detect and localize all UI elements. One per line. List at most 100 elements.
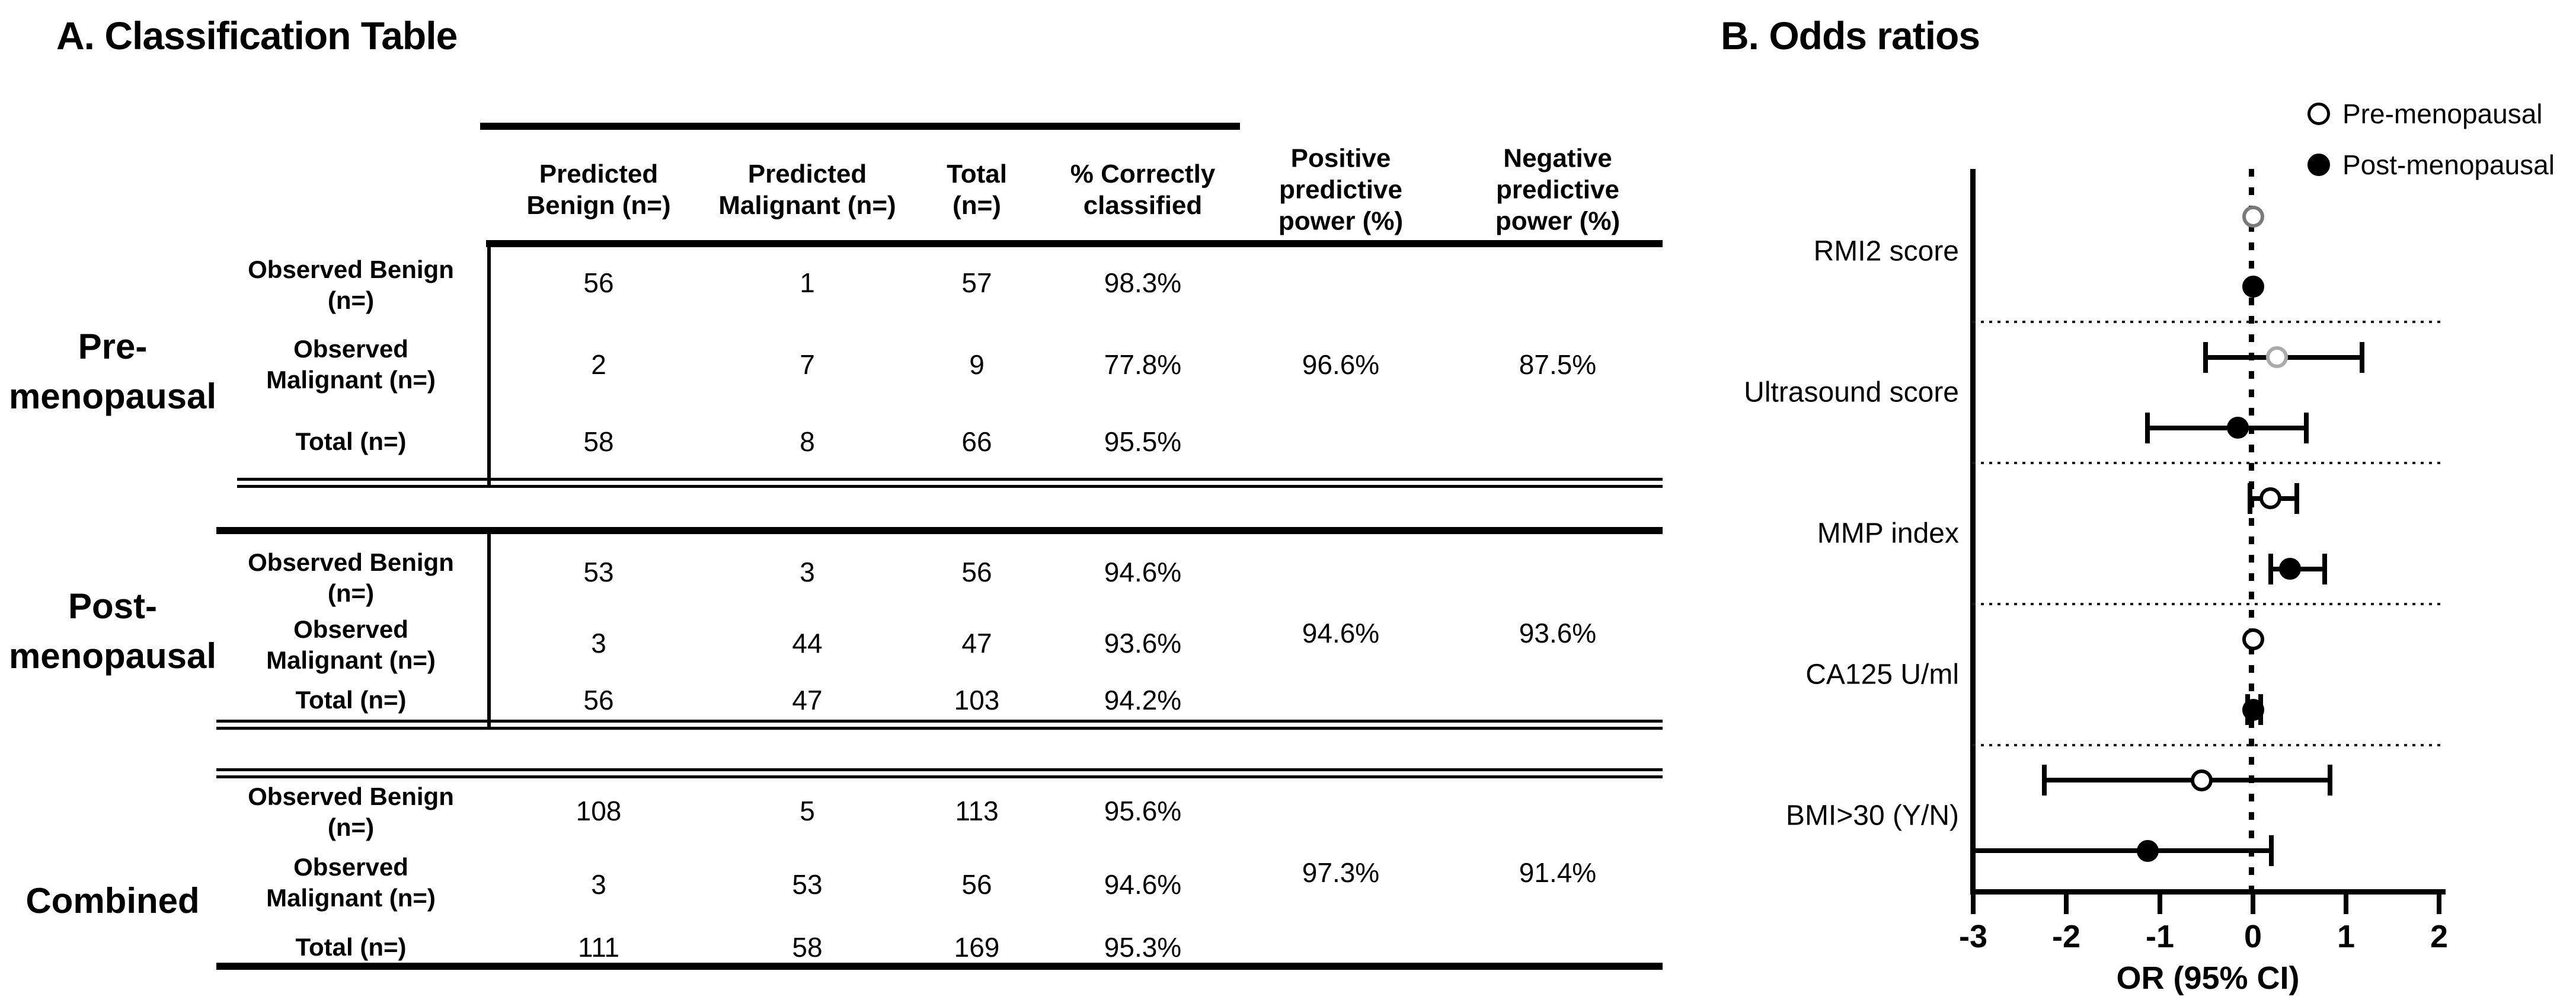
row-label-line: Malignant (n=) <box>266 884 436 912</box>
table-value: 53 <box>583 557 614 587</box>
table-rule-header-top <box>480 123 1240 130</box>
table-value: 47 <box>792 685 823 715</box>
table-value: 9 <box>969 349 985 380</box>
x-axis-title: OR (95% CI) <box>2116 960 2300 996</box>
table-divider-post <box>487 531 491 727</box>
table-rule-combined-top-2 <box>216 775 1663 778</box>
table-value: 66 <box>961 426 992 457</box>
x-axis-line <box>1970 889 2446 895</box>
header-line: Negative <box>1503 143 1612 173</box>
header-line: power (%) <box>1278 206 1404 236</box>
table-value: 3 <box>591 869 606 900</box>
row-label-line: Total (n=) <box>295 427 407 455</box>
column-header-predicted-benign: Predicted Benign (n=) <box>526 158 670 221</box>
section-label-line: Post- <box>68 586 157 626</box>
column-header-negative-predictive-power: Negative predictive power (%) <box>1495 143 1620 237</box>
row-label-line: Malignant (n=) <box>266 646 436 674</box>
table-rule-pre-bottom-2 <box>237 485 1663 488</box>
forest-marker-post-3 <box>2279 558 2302 580</box>
row-label-line: Observed Benign <box>248 782 454 810</box>
x-tick <box>2437 892 2441 914</box>
row-label-line: Malignant (n=) <box>266 366 436 394</box>
forest-ci-cap-high-pre-2 <box>2359 341 2364 373</box>
forest-marker-pre-1 <box>2242 205 2264 228</box>
table-value: 111 <box>578 932 619 963</box>
section-label-post-menopausal: Post- menopausal <box>9 582 216 681</box>
forest-ci-cap-high-post-5 <box>2269 835 2274 867</box>
table-value: 58 <box>792 932 823 963</box>
table-value: 53 <box>792 869 823 900</box>
header-line: Predicted <box>539 159 659 189</box>
forest-row-label-ultrasound: Ultrasound score <box>1744 376 1959 408</box>
table-value: 95.6% <box>1104 796 1182 826</box>
group-separator <box>1973 603 2442 605</box>
header-line: power (%) <box>1495 206 1621 236</box>
x-tick <box>1971 892 1976 914</box>
npp-value: 93.6% <box>1519 618 1597 649</box>
table-value: 56 <box>961 557 992 587</box>
legend-open-circle-icon <box>2307 103 2330 125</box>
table-value: 56 <box>583 267 614 298</box>
table-value: 94.6% <box>1104 869 1182 900</box>
npp-value: 87.5% <box>1519 349 1597 380</box>
row-label-observed-malignant: Observed Malignant (n=) <box>266 614 436 676</box>
x-tick <box>2064 892 2069 914</box>
table-value: 77.8% <box>1104 349 1182 380</box>
column-header-predicted-malignant: Predicted Malignant (n=) <box>718 158 896 221</box>
column-header-total: Total (n=) <box>947 158 1007 221</box>
forest-ci-cap-high-post-3 <box>2322 553 2328 584</box>
section-label-line: menopausal <box>8 636 217 676</box>
forest-ci-line-post-2 <box>2147 425 2306 430</box>
table-value: 113 <box>955 796 999 826</box>
legend-label-pre: Pre-menopausal <box>2342 98 2543 129</box>
table-rule-post-top <box>216 527 1663 534</box>
forest-row-label-rmi2: RMI2 score <box>1813 235 1959 267</box>
row-label-line: Observed <box>293 615 408 643</box>
table-rule-combined-top-1 <box>216 768 1663 771</box>
row-label-observed-benign: Observed Benign (n=) <box>248 547 454 609</box>
header-line: classified <box>1083 191 1203 220</box>
table-value: 98.3% <box>1104 267 1182 298</box>
header-line: Benign (n=) <box>526 191 671 220</box>
section-label-combined: Combined <box>25 876 199 926</box>
header-line: predictive <box>1279 175 1402 205</box>
y-axis-line <box>1970 169 1976 895</box>
row-label-line: Observed <box>293 853 408 881</box>
section-label-line: Combined <box>25 881 200 921</box>
forest-marker-post-4 <box>2242 698 2264 721</box>
table-value: 94.2% <box>1104 685 1182 715</box>
table-value: 56 <box>961 869 992 900</box>
x-tick <box>2158 892 2162 914</box>
table-value: 103 <box>954 685 1000 715</box>
section-label-line: menopausal <box>8 376 217 416</box>
table-rule-post-bottom-1 <box>216 720 1663 723</box>
x-tick-label: -3 <box>1958 919 1988 954</box>
table-value: 44 <box>792 628 823 659</box>
table-rule-pre-bottom-1 <box>237 478 1663 481</box>
section-label-pre-menopausal: Pre- menopausal <box>9 322 216 421</box>
forest-ci-cap-high-pre-3 <box>2294 483 2299 514</box>
x-tick-label: 1 <box>2337 919 2356 954</box>
row-label-observed-malignant: Observed Malignant (n=) <box>266 852 436 913</box>
header-line: Total <box>947 159 1007 189</box>
forest-ci-cap-low-post-2 <box>2145 412 2150 443</box>
table-rule-combined-bottom <box>216 963 1663 970</box>
table-value: 47 <box>961 628 992 659</box>
forest-ci-cap-low-pre-3 <box>2248 483 2253 514</box>
table-value: 2 <box>591 349 606 380</box>
panel-a-title: A. Classification Table <box>56 14 458 58</box>
header-line: Malignant (n=) <box>718 191 896 220</box>
group-separator <box>1973 321 2442 323</box>
forest-marker-pre-5 <box>2191 769 2213 791</box>
row-label-line: (n=) <box>327 286 375 314</box>
table-value: 58 <box>583 426 614 457</box>
forest-ci-cap-low-post-3 <box>2268 553 2273 584</box>
table-value: 8 <box>800 426 815 457</box>
forest-marker-pre-3 <box>2259 487 2282 510</box>
legend-label-post: Post-menopausal <box>2342 149 2555 180</box>
row-label-line: (n=) <box>327 813 375 841</box>
row-label-line: Observed Benign <box>248 548 454 576</box>
forest-ci-line-pre-5 <box>2044 778 2331 783</box>
npp-value: 91.4% <box>1519 857 1597 888</box>
